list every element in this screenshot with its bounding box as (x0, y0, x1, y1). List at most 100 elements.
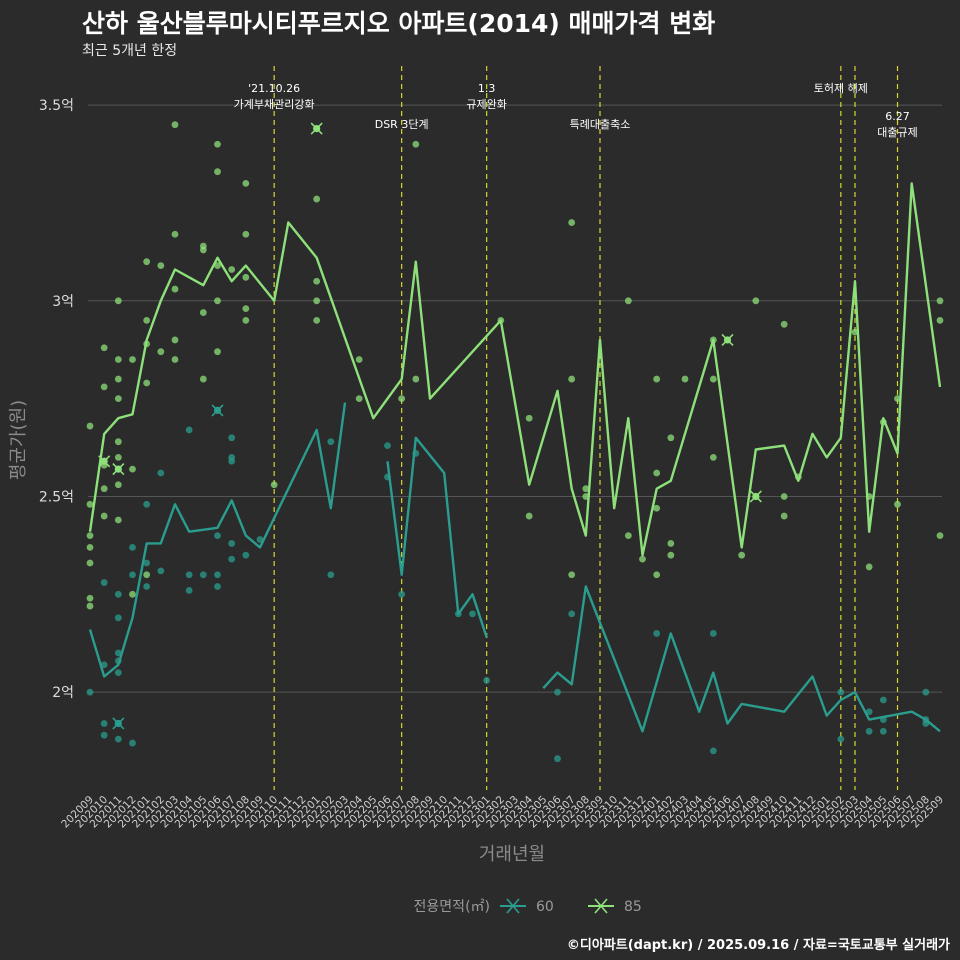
data-point-60 (228, 453, 236, 461)
data-point-85 (667, 434, 675, 442)
data-point-85 (129, 465, 136, 473)
data-point-85 (171, 336, 179, 344)
data-point-85 (114, 297, 122, 305)
data-point-60 (157, 469, 165, 477)
data-point-85 (709, 453, 717, 461)
event-label: 특례대출축소 (570, 118, 631, 131)
data-point-85 (171, 356, 179, 363)
data-point-85 (157, 262, 165, 269)
data-point-85 (780, 493, 788, 500)
cross-marker-85 (721, 333, 734, 347)
y-tick-label: 2억 (52, 685, 74, 701)
event-label: 6.27 대출규제 (877, 110, 917, 139)
data-point-85 (639, 555, 646, 563)
data-point-60 (100, 731, 108, 739)
data-point-85 (114, 356, 122, 363)
event-label: '21.10.26 가계부채관리강화 (234, 82, 315, 111)
data-point-85 (114, 516, 122, 524)
data-point-60 (214, 571, 221, 579)
data-point-85 (100, 485, 108, 493)
y-tick-label: 2.5억 (39, 489, 74, 505)
data-point-60 (185, 426, 193, 434)
legend-item-85: 85 (588, 898, 642, 915)
data-point-85 (100, 344, 108, 352)
data-point-85 (752, 297, 760, 305)
cross-icon (310, 122, 323, 135)
data-point-85 (143, 571, 151, 579)
data-point-60 (129, 543, 136, 551)
data-point-85 (114, 453, 122, 461)
data-point-85 (313, 297, 321, 305)
event-label: 1.3 규제완화 (466, 82, 506, 111)
data-point-85 (412, 375, 420, 383)
data-point-85 (100, 512, 108, 520)
data-point-85 (313, 195, 321, 203)
data-point-85 (525, 512, 533, 520)
average-price-lines (88, 182, 942, 733)
y-tick-label: 3억 (52, 294, 74, 310)
data-point-60 (143, 583, 151, 590)
data-point-85 (100, 383, 108, 391)
data-point-85 (171, 121, 179, 129)
data-point-85 (199, 309, 207, 316)
data-point-85 (313, 277, 321, 285)
cross-icon (211, 404, 224, 417)
data-point-60 (129, 571, 136, 579)
data-point-60 (114, 590, 122, 598)
data-point-85 (936, 316, 944, 324)
legend-key-cross-icon (506, 898, 520, 914)
data-point-60 (384, 442, 391, 450)
data-point-60 (837, 688, 845, 696)
data-point-85 (412, 140, 420, 148)
data-point-85 (653, 571, 661, 579)
data-point-85 (214, 297, 221, 305)
cross-marker-60 (211, 404, 224, 417)
data-point-85 (171, 285, 179, 293)
data-point-85 (624, 297, 632, 305)
data-point-85 (157, 348, 165, 356)
data-point-85 (525, 414, 533, 422)
data-point-85 (86, 594, 94, 602)
series-line-85 (88, 182, 942, 557)
cross-icon (112, 463, 125, 476)
data-point-60 (100, 720, 108, 727)
data-point-85 (568, 571, 576, 579)
data-point-60 (214, 532, 221, 540)
source-caption: ©디아파트(dapt.kr) / 2025.09.16 / 자료=국토교통부 실… (566, 938, 950, 953)
data-point-60 (129, 739, 136, 747)
legend-title: 전용면적(㎡) (414, 899, 490, 915)
data-point-60 (865, 727, 873, 735)
data-point-85 (129, 590, 136, 598)
cross-icon (749, 490, 762, 503)
data-point-85 (143, 258, 151, 266)
data-point-60 (483, 677, 491, 684)
data-point-60 (865, 708, 873, 716)
data-point-85 (681, 375, 689, 383)
data-point-85 (398, 395, 406, 403)
data-point-60 (228, 434, 236, 442)
data-point-60 (469, 610, 476, 618)
data-point-85 (129, 356, 136, 363)
data-point-60 (228, 555, 236, 563)
data-point-60 (879, 696, 887, 704)
data-point-85 (86, 500, 94, 508)
data-point-85 (624, 532, 632, 540)
data-point-85 (114, 395, 122, 403)
y-axis-title: 평균가(원) (8, 400, 29, 480)
chart-title: 산하 울산블루마시티푸르지오 아파트(2014) 매매가격 변화 (82, 9, 716, 38)
cross-marker-85 (112, 463, 125, 476)
data-point-60 (214, 583, 221, 590)
data-point-85 (355, 356, 363, 363)
cross-markers (98, 122, 762, 730)
data-point-60 (398, 590, 406, 598)
data-point-85 (114, 438, 122, 446)
data-point-85 (653, 375, 661, 383)
data-point-85 (242, 230, 250, 238)
data-point-85 (936, 297, 944, 305)
cross-icon (98, 455, 111, 468)
data-point-60 (114, 649, 122, 657)
data-point-85 (199, 246, 207, 254)
data-point-60 (327, 438, 335, 446)
data-point-60 (709, 630, 717, 637)
